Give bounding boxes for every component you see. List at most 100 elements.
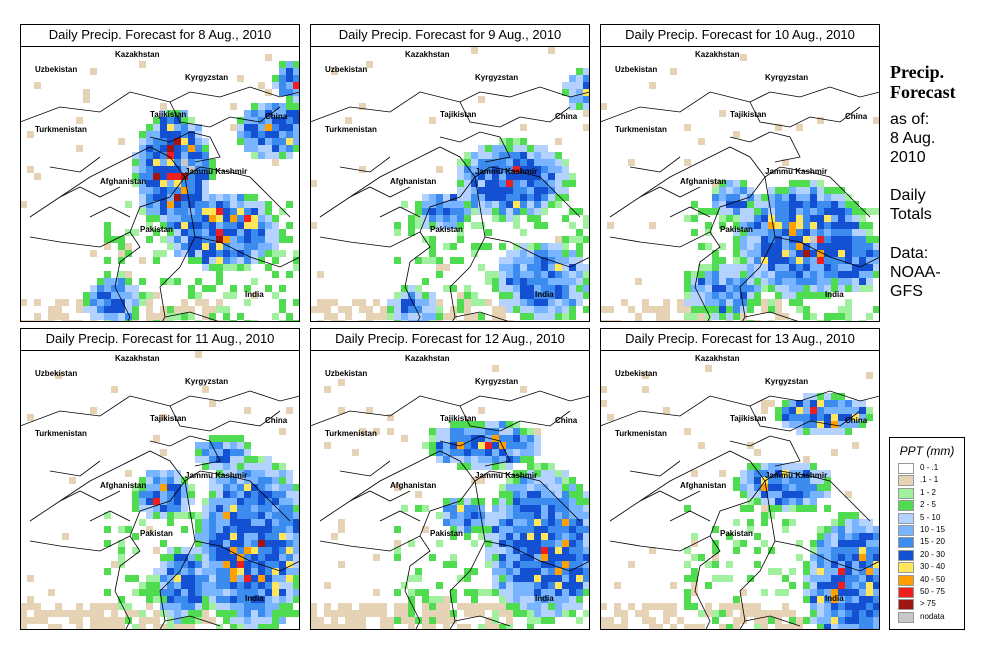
map-label: Turkmenistan: [35, 125, 87, 134]
precip-map: Kazakhstan Uzbekistan Kyrgyzstan Tajikistan…: [600, 354, 880, 630]
map-label: Uzbekistan: [35, 65, 77, 74]
map-label: Afghanistan: [100, 177, 146, 186]
map-label: China: [265, 416, 288, 425]
map-label: Turkmenistan: [35, 429, 87, 438]
map-label: Turkmenistan: [325, 125, 377, 134]
precip-map: Kazakhstan Uzbekistan Kyrgyzstan Tajikistan…: [310, 354, 590, 630]
map-label: Kazakhstan: [405, 354, 450, 363]
panel-title: Daily Precip. Forecast for 9 Aug., 2010: [310, 24, 590, 47]
precip-map: Kazakhstan Uzbekistan Kyrgyzstan Tajikistan…: [20, 50, 300, 322]
map-label: Pakistan: [430, 225, 463, 234]
legend-swatch: [898, 611, 914, 623]
map-label: China: [555, 112, 578, 121]
map-label: Uzbekistan: [615, 65, 657, 74]
panel-title: Daily Precip. Forecast for 12 Aug., 2010: [310, 328, 590, 351]
map-label: Kyrgyzstan: [185, 73, 228, 82]
map-label: Kazakhstan: [695, 50, 740, 59]
map-label: Kyrgyzstan: [475, 73, 518, 82]
legend-label: 50 - 75: [920, 587, 945, 596]
map-label: Jammu Kashmir: [765, 167, 827, 176]
map-label: China: [555, 416, 578, 425]
map-label: India: [245, 290, 264, 299]
legend-label: 10 - 15: [920, 525, 945, 534]
panel-title: Daily Precip. Forecast for 10 Aug., 2010: [600, 24, 880, 47]
legend-label: > 75: [920, 599, 936, 609]
map-label: Afghanistan: [390, 177, 436, 186]
panel-title: Daily Precip. Forecast for 11 Aug., 2010: [20, 328, 300, 351]
map-label: India: [825, 594, 844, 603]
map-label: Uzbekistan: [615, 369, 657, 378]
data-source-text: Data: NOAA- GFS: [890, 245, 941, 300]
map-label: Jammu Kashmir: [185, 471, 247, 480]
legend-swatch: [898, 487, 914, 499]
legend-swatch: [898, 475, 914, 487]
map-label: Uzbekistan: [35, 369, 77, 378]
map-label: India: [825, 290, 844, 299]
map-label: Afghanistan: [680, 481, 726, 490]
map-label: Pakistan: [140, 529, 173, 538]
map-label: Kazakhstan: [405, 50, 450, 59]
legend-swatch: [898, 512, 914, 524]
legend-label: 40 - 50: [920, 574, 945, 584]
map-label: India: [535, 290, 554, 299]
as-of-text: as of: 8 Aug. 2010: [890, 111, 936, 166]
legend-swatch: [898, 562, 914, 574]
side-title: Precip. Forecast: [890, 62, 956, 102]
map-label: India: [245, 594, 264, 603]
map-label: Tajikistan: [730, 110, 766, 119]
legend-label: nodata: [920, 611, 945, 621]
legend-label: 20 - 30: [920, 549, 945, 559]
map-label: Tajikistan: [730, 414, 766, 423]
forecast-panel-6: Daily Precip. Forecast for 13 Aug., 2010…: [600, 328, 880, 630]
map-label: Afghanistan: [390, 481, 436, 490]
legend-label: 2 - 5: [920, 500, 937, 510]
forecast-panel-3: Daily Precip. Forecast for 10 Aug., 2010…: [600, 24, 880, 322]
forecast-panel-2: Daily Precip. Forecast for 9 Aug., 2010 …: [310, 24, 590, 322]
map-label: Pakistan: [720, 529, 753, 538]
map-label: Tajikistan: [150, 110, 186, 119]
map-label: Jammu Kashmir: [765, 471, 827, 480]
precip-map: Kazakhstan Uzbekistan Kyrgyzstan Tajikistan…: [600, 50, 880, 322]
legend-swatch: [898, 463, 914, 474]
legend-swatch: [898, 599, 914, 611]
map-label: Pakistan: [720, 225, 753, 234]
map-label: China: [845, 416, 868, 425]
legend-label: 30 - 40: [920, 562, 945, 572]
map-label: Jammu Kashmir: [475, 167, 537, 176]
map-label: Pakistan: [430, 529, 463, 538]
map-label: Kazakhstan: [115, 354, 160, 363]
map-label: Jammu Kashmir: [475, 471, 537, 480]
daily-totals-text: Daily Totals: [890, 187, 932, 223]
ppt-legend: PPT (mm) 0 - .1 .1 - 1 1 - 2 2 - 5 5 - 10 10 …: [889, 437, 965, 630]
legend-swatch: [898, 587, 914, 598]
map-label: Kyrgyzstan: [765, 377, 808, 386]
map-label: Jammu Kashmir: [185, 167, 247, 176]
map-label: Uzbekistan: [325, 369, 367, 378]
precip-map: Kazakhstan Uzbekistan Kyrgyzstan Tajikistan…: [310, 47, 590, 322]
legend-label: 1 - 2: [920, 487, 937, 497]
panel-title: Daily Precip. Forecast for 8 Aug., 2010: [20, 24, 300, 47]
map-label: Kyrgyzstan: [765, 73, 808, 82]
map-label: Pakistan: [140, 225, 173, 234]
legend-label: 0 - .1: [920, 463, 939, 472]
forecast-panel-1: Daily Precip. Forecast for 8 Aug., 2010 …: [20, 24, 300, 322]
forecast-panel-5: Daily Precip. Forecast for 12 Aug., 2010…: [310, 328, 590, 630]
map-label: Tajikistan: [440, 110, 476, 119]
legend-label: 5 - 10: [920, 512, 941, 522]
map-label: Turkmenistan: [325, 429, 377, 438]
map-label: China: [265, 112, 288, 121]
map-label: Turkmenistan: [615, 429, 667, 438]
legend-swatch: [898, 574, 914, 586]
map-label: Afghanistan: [680, 177, 726, 186]
legend-label: 15 - 20: [920, 537, 945, 547]
map-label: India: [535, 594, 554, 603]
legend-swatch: [898, 525, 914, 536]
map-label: Kyrgyzstan: [475, 377, 518, 386]
precip-map: Kazakhstan Uzbekistan Kyrgyzstan Tajikistan…: [20, 351, 300, 630]
map-label: Kyrgyzstan: [185, 377, 228, 386]
map-label: Tajikistan: [440, 414, 476, 423]
legend-title: PPT (mm): [899, 444, 955, 458]
panel-title: Daily Precip. Forecast for 13 Aug., 2010: [600, 328, 880, 351]
map-label: China: [845, 112, 868, 121]
map-label: Uzbekistan: [325, 65, 367, 74]
